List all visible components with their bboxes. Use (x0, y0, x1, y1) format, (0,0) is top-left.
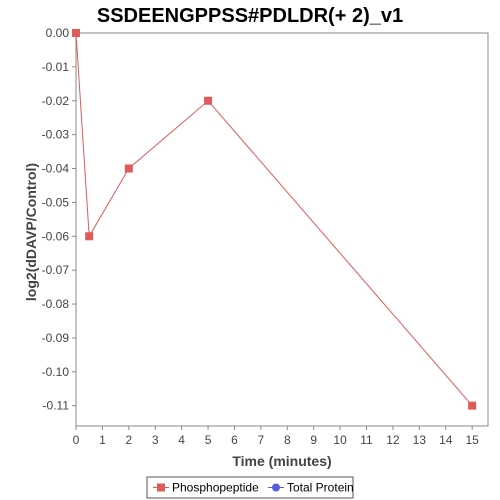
y-tick-label: 0.00 (46, 26, 70, 40)
plot-border (75, 32, 489, 427)
y-tick-label: -0.10 (42, 365, 70, 379)
y-tick-label: -0.09 (42, 331, 70, 345)
x-tick-label: 12 (386, 433, 400, 447)
y-tick-label: -0.05 (42, 195, 70, 209)
x-tick-label: 14 (439, 433, 453, 447)
legend-marker (272, 483, 280, 492)
data-point (85, 232, 94, 241)
legend: Phosphopeptide Total Protein (146, 476, 354, 499)
x-tick-label: 11 (360, 433, 373, 447)
y-tick-label: -0.03 (42, 128, 70, 142)
x-axis: 0 1 2 3 4 5 6 7 8 9 10 11 12 13 14 15 (73, 426, 479, 447)
x-tick-label: 0 (73, 433, 80, 447)
data-point (124, 164, 133, 173)
legend-label-0: Phosphopeptide (172, 481, 259, 495)
y-axis: 0.00 -0.01 -0.02 -0.03 -0.04 -0.05 -0.06 -0.07 -… (42, 26, 76, 413)
x-tick-label: 4 (178, 433, 185, 447)
x-tick-label: 3 (152, 433, 159, 447)
legend-box (146, 476, 354, 499)
x-tick-label: 5 (205, 433, 212, 447)
x-axis-label: Time (minutes) (232, 453, 331, 469)
x-tick-label: 10 (333, 433, 347, 447)
plot-area (75, 32, 489, 427)
y-tick-label: -0.07 (42, 263, 70, 277)
legend-label-1: Total Protein (287, 481, 354, 495)
y-axis-label: log2(dDAVP/Control) (23, 163, 39, 301)
y-tick-label: -0.08 (42, 297, 70, 311)
y-tick-label: -0.01 (42, 60, 70, 74)
series-layer (72, 29, 477, 410)
x-tick-label: 7 (258, 433, 265, 447)
y-tick-label: -0.06 (42, 229, 70, 243)
x-tick-label: 1 (99, 433, 106, 447)
x-tick-label: 13 (413, 433, 427, 447)
y-tick-label: -0.11 (43, 399, 70, 413)
x-tick-label: 8 (284, 433, 291, 447)
data-point (72, 29, 80, 37)
y-tick-label: -0.02 (42, 94, 70, 108)
chart-title: SSDEENGPPSS#PDLDR(+ 2)_v1 (97, 5, 403, 27)
x-tick-label: 6 (231, 433, 238, 447)
x-tick-label: 9 (310, 433, 317, 447)
x-tick-label: 15 (465, 433, 479, 447)
legend-marker (157, 483, 165, 492)
data-point (468, 401, 477, 410)
y-tick-label: -0.04 (42, 162, 70, 176)
data-point (204, 96, 213, 105)
x-tick-label: 2 (125, 433, 132, 447)
